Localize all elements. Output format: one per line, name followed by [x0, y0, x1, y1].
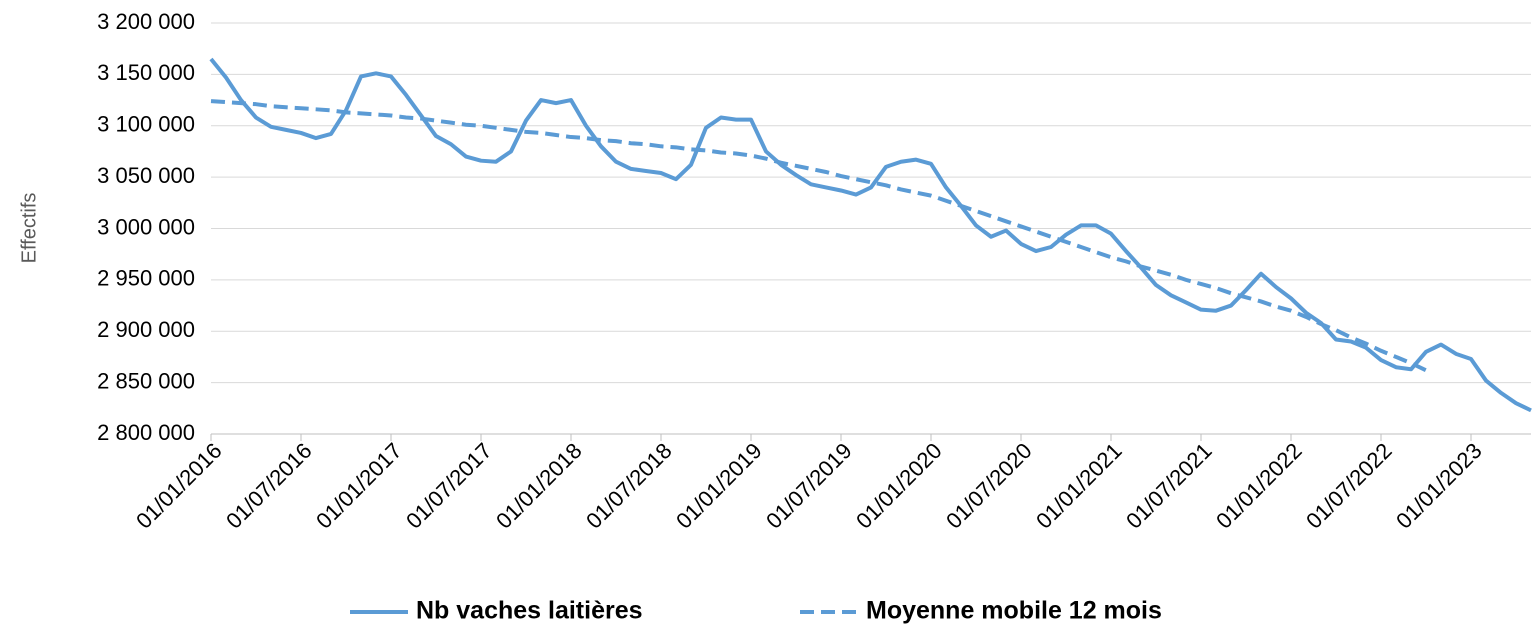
x-tick-label: 01/01/2016	[131, 438, 227, 534]
x-tick-label: 01/07/2021	[1121, 438, 1217, 534]
x-tick-label: 01/07/2016	[221, 438, 317, 534]
y-tick-label: 2 900 000	[97, 317, 195, 342]
x-tick-label: 01/01/2022	[1211, 438, 1307, 534]
legend-label: Moyenne mobile 12 mois	[866, 597, 1162, 625]
y-tick-label: 3 050 000	[97, 163, 195, 188]
y-tick-label: 2 950 000	[97, 266, 195, 291]
x-tick-label: 01/01/2019	[671, 438, 767, 534]
y-axis-title: Effectifs	[18, 193, 40, 264]
x-tick-label: 01/01/2023	[1391, 438, 1487, 534]
y-tick-label: 3 000 000	[97, 214, 195, 239]
y-tick-label: 2 800 000	[97, 420, 195, 445]
y-tick-label: 3 100 000	[97, 112, 195, 137]
x-tick-label: 01/07/2022	[1301, 438, 1397, 534]
x-tick-label: 01/01/2020	[851, 438, 947, 534]
x-tick-label: 01/07/2017	[401, 438, 497, 534]
line	[209, 57, 1532, 413]
line	[210, 99, 1427, 373]
y-tick-label: 3 150 000	[97, 60, 195, 85]
x-tick-label: 01/01/2021	[1031, 438, 1127, 534]
x-tick-label: 01/01/2018	[491, 438, 587, 534]
x-tick-label: 01/01/2017	[311, 438, 407, 534]
legend-label: Nb vaches laitières	[416, 597, 643, 625]
y-tick-label: 3 200 000	[97, 9, 195, 34]
y-tick-label: 2 850 000	[97, 368, 195, 393]
x-tick-label: 01/07/2020	[941, 438, 1037, 534]
x-tick-label: 01/07/2019	[761, 438, 857, 534]
x-tick-label: 01/07/2018	[581, 438, 677, 534]
